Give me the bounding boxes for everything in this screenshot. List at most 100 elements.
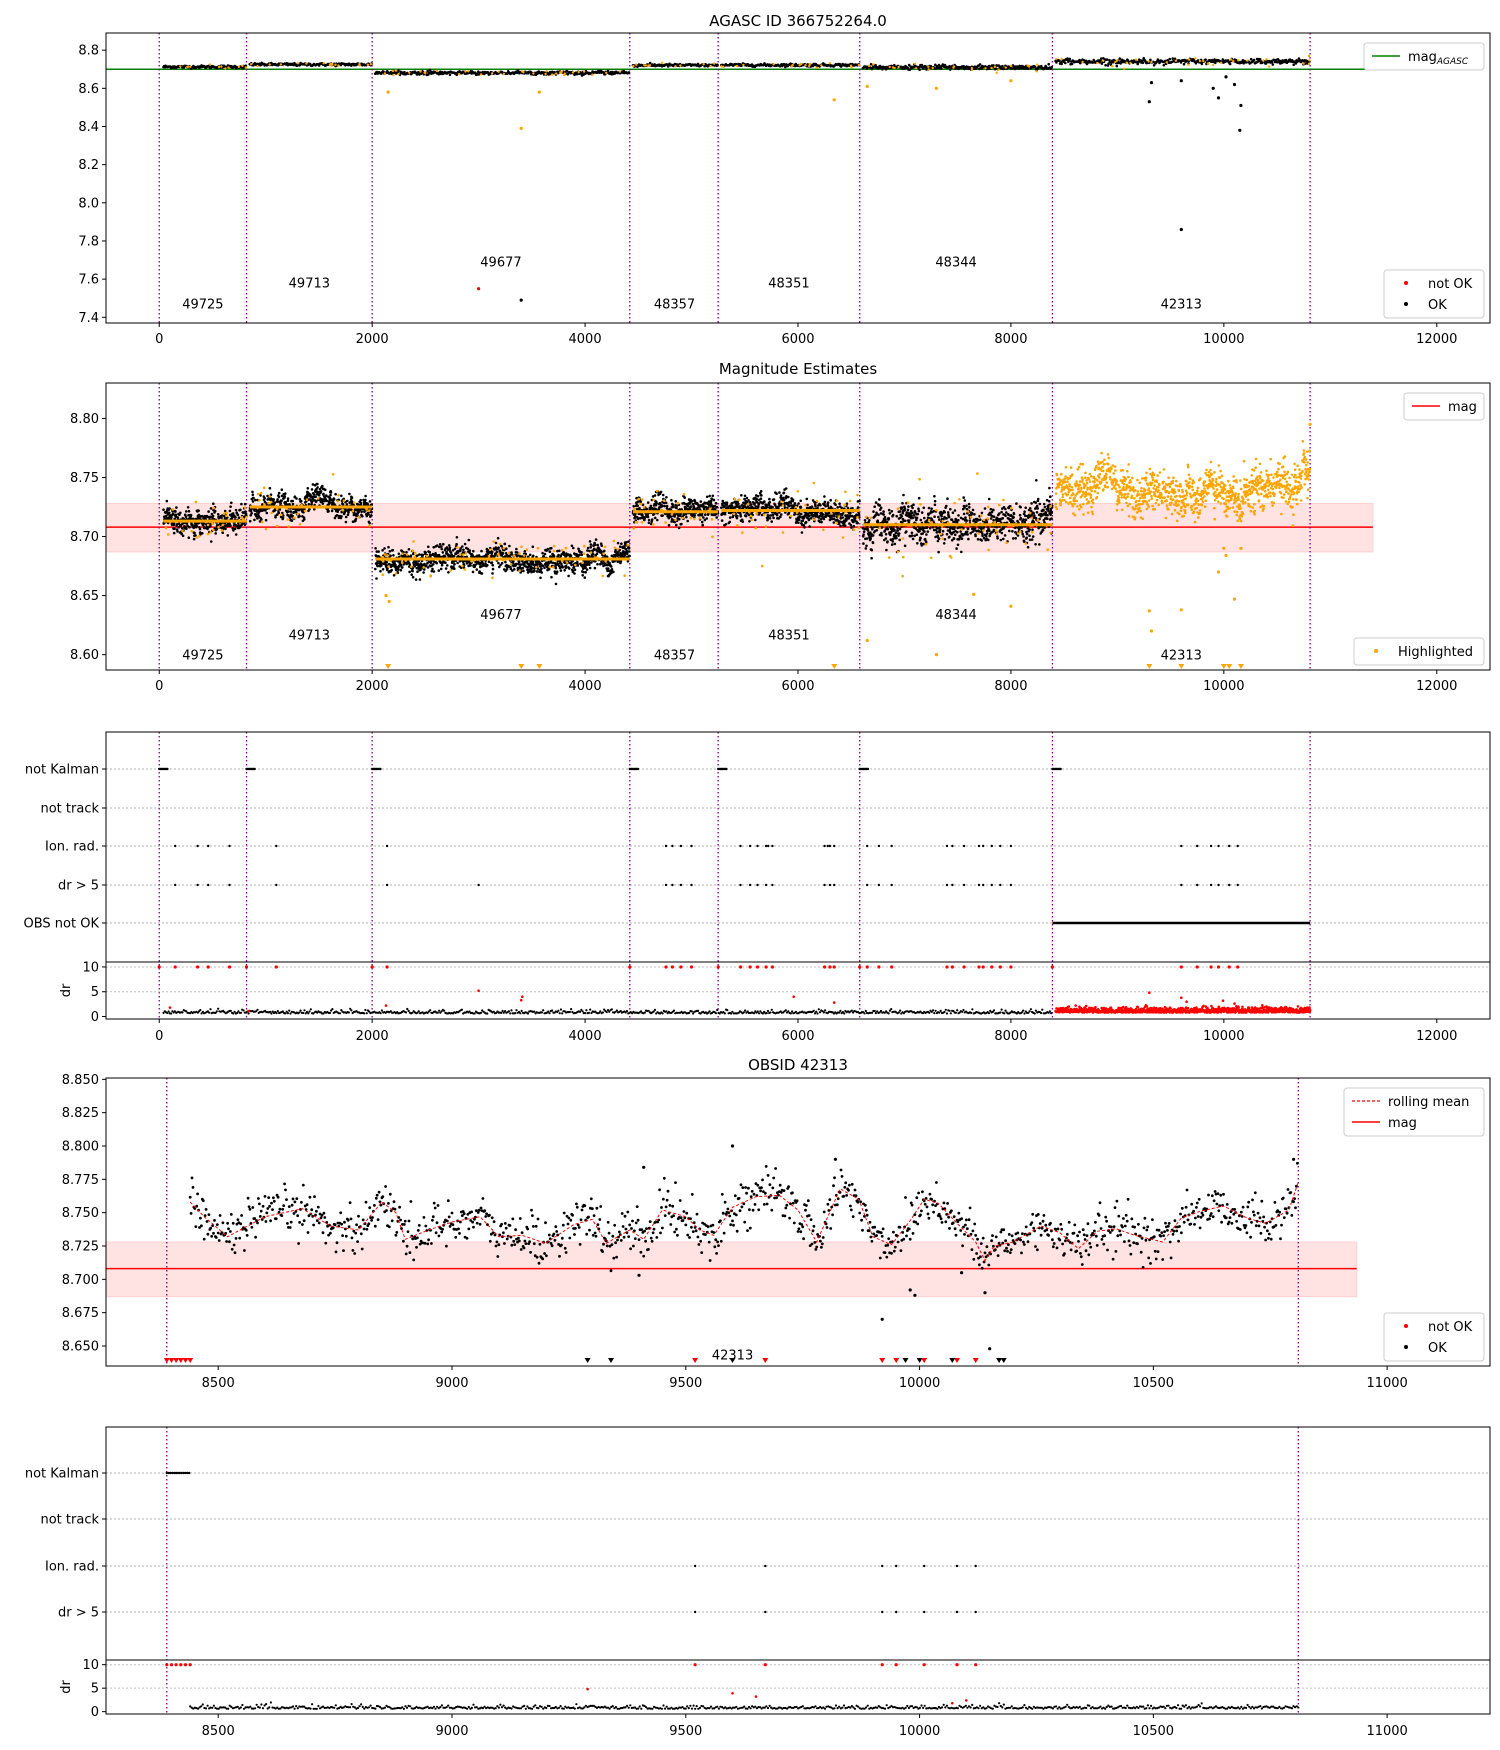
data-point [186,506,190,509]
data-point [588,566,592,570]
data-point [272,498,276,501]
data-point [251,500,255,503]
data-point [1219,61,1223,64]
data-point [558,549,561,553]
obsid-label: 42313 [1161,298,1202,313]
data-point [168,511,171,515]
data-point [475,568,479,571]
data-point [443,555,447,558]
data-point [198,534,201,538]
data-point [208,63,212,66]
data-point [261,520,264,524]
data-point [543,552,547,556]
data-point [469,564,472,567]
data-point [754,505,758,508]
data-point [838,520,842,523]
data-point [1216,96,1221,100]
data-point [552,565,555,569]
data-point [410,565,413,569]
data-point [281,516,285,520]
data-point [331,62,334,66]
data-point [222,512,226,516]
data-point [391,548,395,552]
data-point [862,533,865,536]
data-point [1010,64,1013,68]
data-point [664,501,668,505]
data-point [850,65,853,69]
chart-title: AGASC ID 366752264.0 [709,12,887,30]
data-point [467,538,471,542]
data-point [659,490,663,494]
data-point [584,570,587,574]
data-point [918,68,921,71]
data-point [602,552,605,555]
data-point [194,534,197,537]
data-point [448,73,452,77]
data-point [735,64,739,68]
data-point [746,503,750,506]
data-point [649,504,653,508]
data-point [519,563,523,566]
data-point [364,494,367,498]
data-point [677,526,681,530]
data-point [286,518,290,521]
data-point [392,554,395,557]
data-point [374,547,377,550]
data-point [444,561,447,564]
data-point [662,499,666,502]
data-point [431,567,434,571]
data-point [464,70,467,73]
data-point [662,501,666,505]
data-point [179,65,182,68]
data-point [409,554,413,557]
data-point [1168,57,1172,61]
data-point [661,493,665,497]
data-point [672,505,675,509]
data-point [405,562,409,566]
data-point [461,545,464,548]
data-point [505,568,509,571]
data-point [427,545,430,549]
data-point [209,507,213,510]
data-point [1104,63,1107,67]
data-point [187,536,191,539]
data-point [379,569,382,573]
y-tick-label: 8.4 [78,120,99,135]
data-point [267,501,270,505]
data-point [262,486,266,490]
data-point [700,520,704,524]
data-point [1027,65,1031,68]
data-point [414,578,418,581]
data-point [804,63,807,67]
data-point [871,541,875,545]
data-point [533,569,536,572]
data-point [586,546,590,550]
data-point [1009,79,1013,83]
data-point [264,527,268,531]
data-point [463,542,467,546]
data-point [164,526,168,530]
data-point [871,534,875,537]
data-point [332,498,336,501]
data-point [422,571,425,574]
data-point [708,494,711,498]
data-point [494,541,498,545]
data-point [812,518,816,521]
data-point [424,71,427,75]
data-point [561,566,565,569]
data-point [888,65,891,69]
data-point [647,518,651,522]
data-point [491,567,495,571]
data-point [715,516,718,519]
data-point [424,564,428,567]
data-point [540,567,543,570]
data-point [782,498,786,502]
data-point [700,513,704,517]
data-point [334,492,337,496]
data-point [234,533,238,536]
data-point [497,546,500,549]
data-point [525,548,529,551]
data-point [217,526,220,529]
data-point [457,72,461,76]
data-point [645,507,649,511]
